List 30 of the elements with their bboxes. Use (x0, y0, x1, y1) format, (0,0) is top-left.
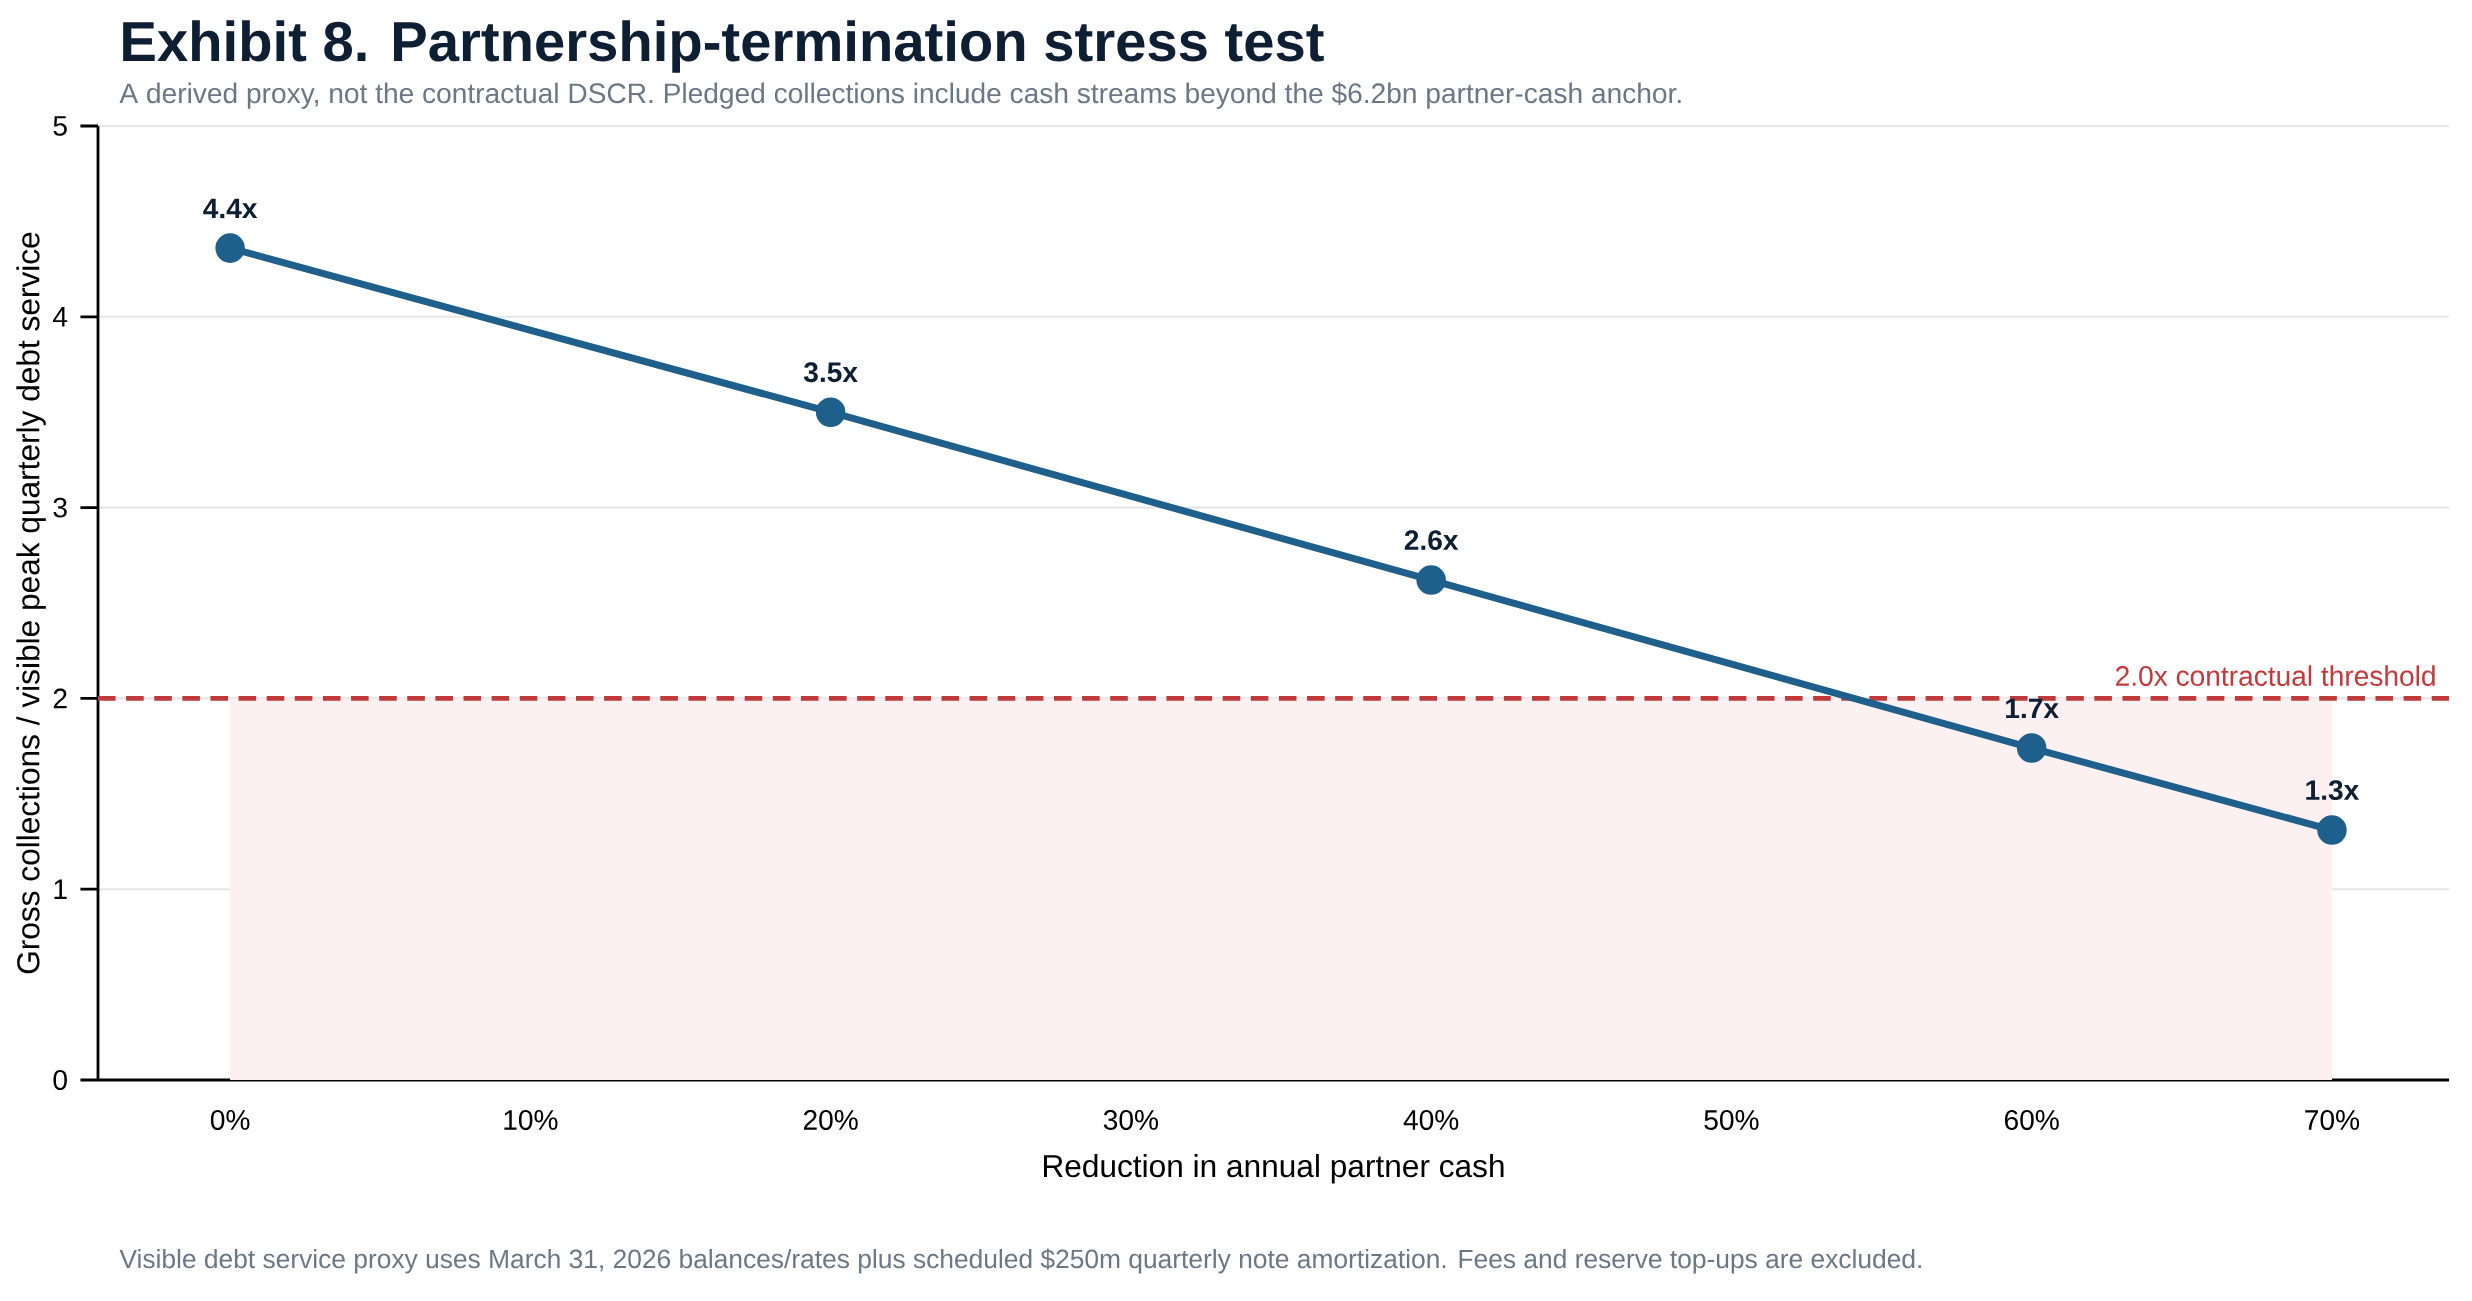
point (1416, 565, 1446, 595)
x-tick-label: 20% (803, 1110, 858, 1130)
x-tick-label: 30% (1103, 1110, 1158, 1130)
x-axis-title: Reduction in annual partner cash (1043, 1154, 1504, 1184)
x-tick-label: 50% (1704, 1110, 1759, 1130)
x-tick-label: 60% (2004, 1110, 2059, 1130)
y-tick-label: 3 (53, 497, 67, 518)
point (815, 397, 846, 427)
x-tick-label: 0% (210, 1110, 250, 1130)
point (2317, 815, 2347, 845)
data-label: 3.5x (803, 362, 858, 383)
y-tick-label: 5 (53, 116, 67, 136)
point (215, 233, 245, 263)
ref-line-label: 2.0x contractual threshold (2116, 665, 2435, 686)
chart-title: Exhibit 8. Partnership-termination stress test (123, 20, 1324, 73)
x-tick-label: 70% (2305, 1110, 2360, 1130)
point (2016, 733, 2047, 763)
x-tick-label: 10% (504, 1110, 558, 1130)
y-tick-label: 0 (53, 1070, 67, 1090)
data-label: 4.4x (203, 198, 258, 219)
y-tick-label: 4 (53, 307, 68, 327)
text: Visible debt service proxy uses March 31, 2026 balances/rates plus scheduled $250m quarterly note amortization. Fees and reserve top-ups are excluded. (119, 1248, 1921, 1274)
data-label: 1.7x (2006, 698, 2059, 719)
y-tick-label: 2 (53, 688, 67, 709)
x-tick-label: 40% (1403, 1110, 1459, 1130)
y-axis-title: Gross collections / visible peak quarterly debt service (16, 232, 46, 974)
chart-subtitle: A derived proxy, not the contractual DSCR. Pledged collections include cash streams beyond the $6.2bn partner-cash anchor. (119, 82, 1681, 109)
data-label: 1.3x (2306, 780, 2360, 801)
data-label: 2.6x (1404, 530, 1459, 551)
y-tick-label: 1 (54, 879, 67, 899)
